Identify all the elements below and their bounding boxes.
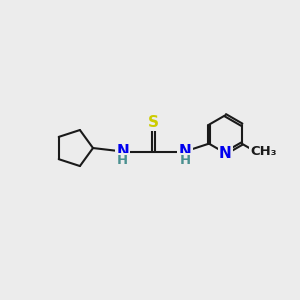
Text: N: N [219, 146, 232, 160]
Text: N: N [116, 144, 129, 159]
Text: N: N [178, 144, 191, 159]
Text: H: H [179, 154, 191, 167]
Text: H: H [117, 154, 128, 167]
Text: CH₃: CH₃ [250, 145, 277, 158]
Text: S: S [148, 115, 159, 130]
